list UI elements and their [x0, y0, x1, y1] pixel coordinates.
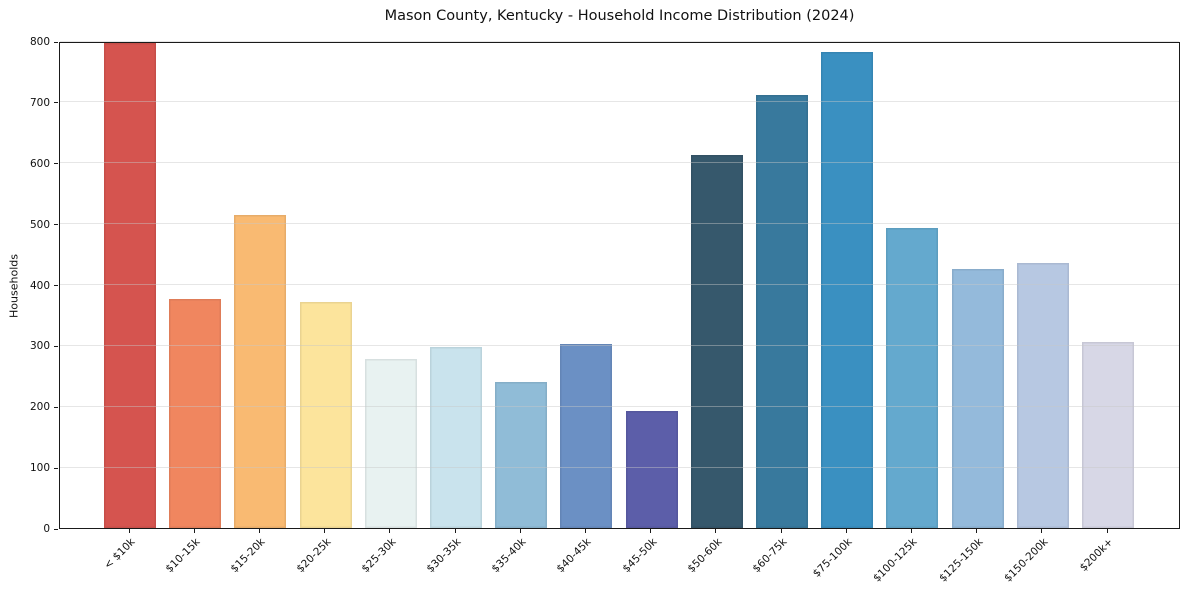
y-tick-mark [54, 406, 58, 408]
bar [886, 227, 939, 528]
y-tick-mark [54, 285, 58, 286]
bar [169, 298, 222, 528]
x-tick-mark [519, 529, 521, 533]
bar [756, 94, 808, 528]
bar [364, 359, 417, 528]
y-tick-mark [54, 163, 58, 165]
x-tick-mark [324, 529, 326, 533]
x-tick-mark [976, 529, 978, 533]
y-tick-label: 300 [29, 340, 50, 353]
x-tick-mark [584, 529, 586, 533]
gridline [60, 162, 1179, 164]
y-tick-label: 100 [29, 462, 50, 475]
y-tick-label: 0 [43, 523, 50, 535]
x-tick-mark [910, 529, 912, 533]
x-tick-mark [715, 529, 717, 533]
y-tick-label: 400 [29, 279, 50, 292]
x-tick-mark [845, 529, 847, 533]
gridline [60, 284, 1179, 285]
bar [234, 215, 287, 528]
bar [625, 411, 678, 528]
x-tick-mark [258, 529, 260, 533]
x-tick-mark [128, 529, 130, 533]
x-tick-mark [454, 529, 456, 533]
y-tick-mark [54, 224, 58, 226]
x-tick-mark [650, 529, 652, 533]
bar [495, 381, 548, 528]
gridline [60, 344, 1179, 346]
y-tick-label: 800 [29, 36, 50, 48]
x-tick-mark [193, 529, 195, 533]
bar [690, 155, 743, 528]
x-tick-mark [1041, 529, 1043, 533]
y-tick-mark [54, 467, 58, 469]
y-tick-label: 200 [29, 401, 50, 414]
y-tick-label: 500 [29, 218, 50, 231]
plot-area [59, 40, 1180, 529]
y-tick-mark [54, 528, 58, 530]
bar [104, 42, 156, 528]
x-tick-label: < $10k [101, 536, 138, 572]
y-tick-label: 700 [29, 96, 50, 109]
y-tick-mark [54, 102, 58, 104]
bar [560, 343, 613, 528]
gridline [60, 40, 1179, 42]
bar [1082, 342, 1134, 528]
bar [299, 301, 352, 528]
y-tick-label: 600 [29, 157, 50, 170]
chart-title: Mason County, Kentucky - Household Incom… [384, 8, 855, 24]
bar [430, 347, 482, 528]
gridline [60, 101, 1179, 103]
y-tick-mark [54, 41, 58, 43]
gridline [60, 405, 1179, 407]
gridline [60, 223, 1179, 225]
bar [1016, 262, 1069, 528]
x-tick-mark [389, 529, 391, 533]
x-tick-mark [1106, 529, 1108, 533]
bar [951, 268, 1004, 528]
bar [821, 51, 874, 528]
y-tick-mark [54, 345, 58, 347]
x-tick-mark [780, 529, 782, 533]
gridline [60, 466, 1179, 468]
